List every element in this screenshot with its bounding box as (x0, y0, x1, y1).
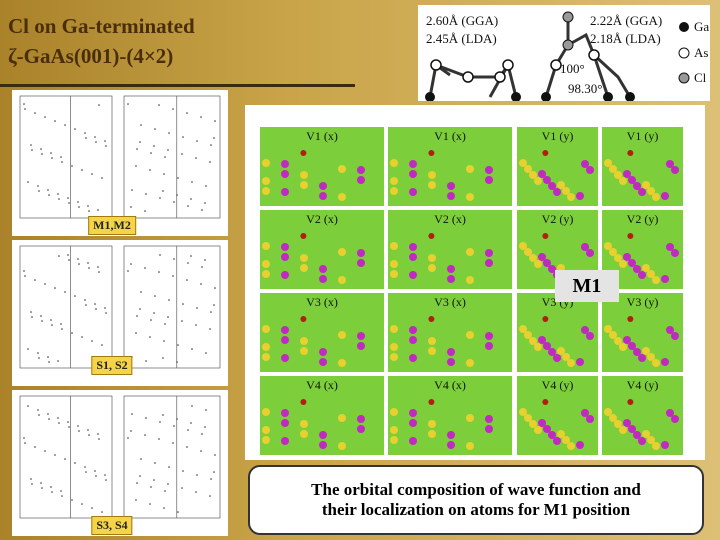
band-label: M1,M2 (88, 216, 136, 235)
orbital-cell: V3 (y) (517, 293, 598, 372)
cell-header: V1 (y) (541, 129, 574, 143)
band-panels: M1,M2 S1, S2 S3, S4 (12, 90, 228, 540)
title-line: ζ-GaAs(001)-(4×2) (8, 44, 174, 68)
band-panel (12, 390, 228, 536)
cell-header: V2 (y) (626, 212, 659, 226)
cell-header: V3 (y) (626, 295, 659, 309)
orbital-cell: V1 (y) (517, 127, 598, 206)
orbital-cell: V3 (x) (388, 293, 512, 372)
orbital-image (604, 316, 679, 367)
bond-label: 2.18Å (LDA) (590, 31, 661, 46)
cell-header: V2 (x) (306, 212, 338, 226)
orbital-image (262, 150, 365, 201)
caption-line: their localization on atoms for M1 posit… (321, 500, 631, 519)
orbital-image (604, 150, 679, 201)
band-label: S3, S4 (91, 516, 133, 535)
cell-header: V3 (x) (434, 295, 466, 309)
orbital-cell: V2 (x) (388, 210, 512, 289)
orbital-image (519, 150, 594, 201)
orbital-cell: V3 (y) (602, 293, 683, 372)
bond-label: 2.22Å (GGA) (590, 13, 663, 28)
orbital-cell: V1 (y) (602, 127, 683, 206)
angle-label: 98.30° (568, 81, 603, 96)
legend-label: Ga (694, 19, 710, 34)
cell-header: V4 (x) (434, 378, 466, 392)
cell-header: V1 (y) (626, 129, 659, 143)
orbital-cell: V1 (x) (260, 127, 384, 206)
legend-label: As (694, 45, 709, 60)
orbital-image (390, 399, 493, 450)
cell-header: V1 (x) (434, 129, 466, 143)
orbital-image (390, 150, 493, 201)
band-plot (19, 245, 221, 369)
band-plot (19, 95, 221, 219)
band-panel (12, 90, 228, 236)
orbital-grid: V1 (x) V1 (x) V1 (y) V1 (y) V2 (x) V2 (x) V2 (… (245, 105, 705, 460)
cell-header: V4 (y) (626, 378, 659, 392)
orbital-image (390, 316, 493, 367)
orbital-cell: V4 (x) (388, 376, 512, 455)
title-rule (0, 84, 355, 87)
structure-drawing (425, 11, 690, 102)
orbital-image (262, 399, 365, 450)
cell-header: V1 (x) (306, 129, 338, 143)
cell-header: V4 (y) (541, 378, 574, 392)
cell-header: V2 (x) (434, 212, 466, 226)
orbital-cell: V4 (y) (517, 376, 598, 455)
structure-diagram: 2.60Å (GGA) 2.45Å (LDA) 2.22Å (GGA) 2.18… (418, 5, 710, 102)
cell-header: V3 (x) (306, 295, 338, 309)
angle-label: 100° (560, 61, 585, 76)
orbital-image (262, 233, 365, 284)
orbital-image (604, 399, 679, 450)
orbital-image (519, 316, 594, 367)
marker-label: M1 (555, 270, 619, 302)
orbital-image (262, 316, 365, 367)
orbital-image (390, 233, 493, 284)
orbital-image (604, 233, 679, 284)
legend-label: Cl (694, 70, 707, 85)
orbital-cell: V4 (x) (260, 376, 384, 455)
cell-header: V2 (y) (541, 212, 574, 226)
orbital-cell: V2 (x) (260, 210, 384, 289)
orbital-cell: V2 (y) (602, 210, 683, 289)
bond-label: 2.60Å (GGA) (426, 13, 499, 28)
bond-label: 2.45Å (LDA) (426, 31, 497, 46)
orbital-cell: V1 (x) (388, 127, 512, 206)
caption-line: The orbital composition of wave function… (311, 480, 641, 499)
orbital-cell: V3 (x) (260, 293, 384, 372)
cell-header: V4 (x) (306, 378, 338, 392)
orbital-cell: V4 (y) (602, 376, 683, 455)
band-plot (19, 395, 221, 519)
orbital-image (519, 399, 594, 450)
band-label: S1, S2 (91, 356, 133, 375)
caption-box: The orbital composition of wave function… (248, 465, 704, 535)
title-line: Cl on Ga-terminated (8, 14, 195, 38)
